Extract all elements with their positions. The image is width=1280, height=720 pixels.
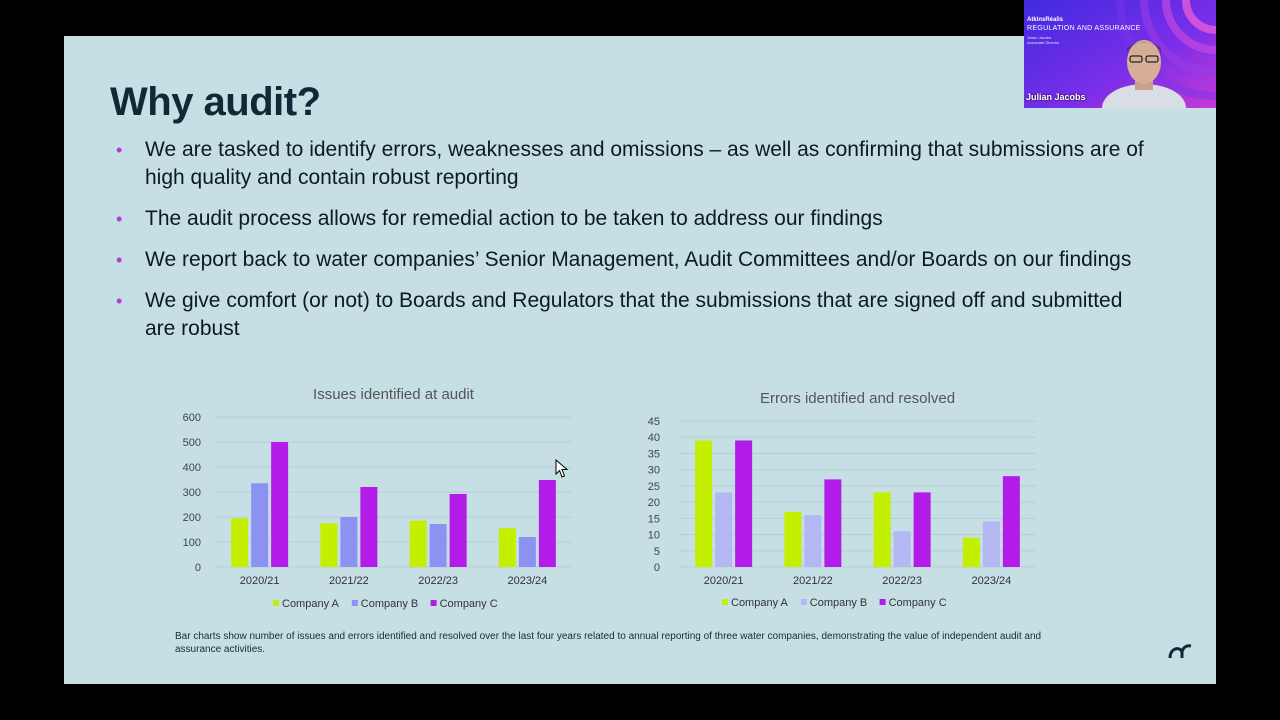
legend-label: Company B [810,597,867,609]
bar-company-b [804,515,822,567]
bar-company-b [429,524,447,567]
y-tick-label: 100 [183,537,201,549]
legend-label: Company C [889,597,947,609]
presentation-slide: Why audit? • We are tasked to identify er… [64,36,1216,684]
x-category-label: 2023/24 [971,575,1011,587]
video-org-name: AtkinsRéalis [1027,17,1064,23]
bullet-dot-icon: • [116,291,123,311]
legend-label: Company A [282,598,340,610]
issues-chart-svg: Issues identified at audit 0 100 200 300 400 5… [183,386,572,610]
bullet-text: The audit process allows for remedial ac… [145,207,883,230]
legend-label: Company A [731,597,789,609]
bar-company-c [538,480,556,567]
chart-caption: Bar charts show number of issues and err… [175,631,1042,655]
bar-company-b [893,531,911,567]
bar-company-b [715,492,733,567]
y-tick-label: 40 [648,432,660,444]
bullet-item: • The audit process allows for remedial a… [114,205,1154,233]
bar-company-c [735,440,753,567]
bar-company-a [873,492,891,567]
bar-company-a [231,518,249,567]
bullet-dot-icon: • [116,250,123,270]
y-tick-label: 0 [654,562,660,574]
mouse-cursor-icon [555,459,569,478]
video-heading: REGULATION AND ASSURANCE [1027,25,1141,32]
chart-title: Issues identified at audit [313,386,475,403]
slide-title: Why audit? [110,80,321,124]
y-tick-label: 600 [183,412,201,424]
bar-company-c [824,479,842,567]
bullet-dot-icon: • [116,209,123,229]
bar-company-c [1002,476,1020,567]
legend-swatch [351,600,358,606]
x-category-label: 2022/23 [418,575,458,587]
bar-company-b [982,521,1000,567]
bullet-item: • We report back to water companies’ Seni… [114,246,1154,274]
bullet-dot-icon: • [116,140,123,160]
bar-company-c [449,494,467,567]
legend-swatch [430,600,437,606]
video-subtext-line: Julian Jacobs [1027,35,1052,40]
bar-company-a [784,511,802,567]
legend-swatch [879,599,886,605]
bar-company-b [251,483,269,567]
bar-company-a [498,528,516,567]
y-tick-label: 5 [654,546,660,558]
legend-swatch [722,599,728,605]
issues-chart: Issues identified at audit 0 100 200 300 400 5… [170,378,590,618]
y-tick-label: 35 [648,448,660,460]
bullet-item: • We are tasked to identify errors, weakn… [114,136,1154,192]
bar-company-a [409,520,427,567]
legend-swatch [273,600,279,606]
bullet-text: We report back to water companies’ Senio… [145,248,1132,271]
bullet-text: We give comfort (or not) to Boards and R… [145,289,1123,340]
errors-chart-svg: Errors identified and resolved 0 5 10 15 20 25… [648,390,1036,609]
bar-company-a [320,523,338,567]
bar-company-c [271,442,289,567]
x-category-label: 2021/22 [793,575,833,587]
bar-company-a [962,537,980,567]
legend-label: Company B [361,598,418,610]
bullet-item: • We give comfort (or not) to Boards and … [114,287,1154,343]
participant-name-label: Julian Jacobs [1026,92,1086,102]
participant-silhouette [1102,40,1186,108]
x-category-label: 2022/23 [882,575,922,587]
y-tick-label: 15 [648,513,660,525]
atkinsrealis-logo-icon [1168,644,1192,659]
participant-video-tile[interactable]: AtkinsRéalis REGULATION AND ASSURANCE Ju… [1024,0,1216,108]
x-category-label: 2020/21 [240,575,280,587]
bar-company-b [340,517,358,567]
errors-chart: Errors identified and resolved 0 5 10 15 20 25… [634,378,1054,618]
y-tick-label: 200 [183,512,201,524]
y-tick-label: 20 [648,497,660,509]
video-background-graphic [1024,0,1216,108]
bar-company-b [518,537,536,567]
y-tick-label: 0 [195,562,201,574]
y-tick-label: 25 [648,481,660,493]
y-tick-label: 300 [183,487,201,499]
x-category-label: 2021/22 [329,575,369,587]
y-tick-label: 30 [648,465,660,477]
bullet-text: We are tasked to identify errors, weakne… [145,138,1144,189]
x-category-label: 2023/24 [507,575,547,587]
legend-label: Company C [440,598,498,610]
y-tick-label: 400 [183,462,201,474]
bullet-list: • We are tasked to identify errors, weakn… [114,136,1154,356]
bar-company-c [360,487,378,567]
x-category-label: 2020/21 [704,575,744,587]
bar-company-a [695,440,713,567]
video-subtext-line: Associate Director [1027,40,1060,45]
y-tick-label: 10 [648,530,660,542]
y-tick-label: 500 [183,437,201,449]
y-tick-label: 45 [648,416,660,428]
bar-company-c [913,492,931,567]
video-subtext: Julian Jacobs Associate Director [1027,35,1059,45]
legend-swatch [800,599,807,605]
chart-title: Errors identified and resolved [760,390,955,407]
